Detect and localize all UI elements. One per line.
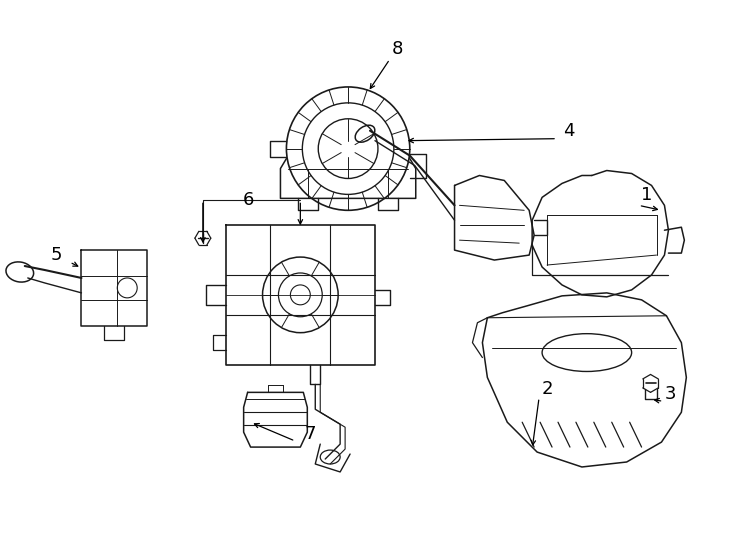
Text: 2: 2: [541, 380, 553, 399]
Text: 1: 1: [641, 186, 653, 204]
Text: 8: 8: [392, 40, 404, 58]
Text: 6: 6: [243, 191, 254, 210]
Text: 7: 7: [305, 425, 316, 443]
Text: 5: 5: [51, 246, 62, 264]
Text: 4: 4: [563, 122, 575, 140]
Text: 3: 3: [665, 386, 676, 403]
